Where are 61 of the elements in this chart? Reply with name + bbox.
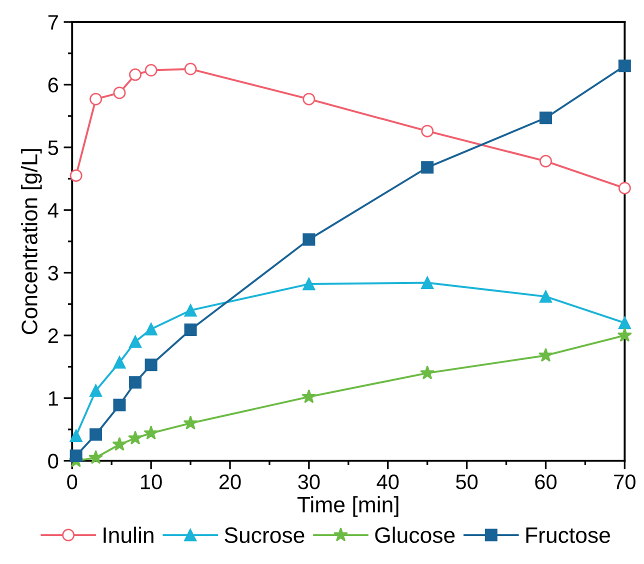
point: [112, 436, 127, 451]
point: [184, 324, 197, 336]
x-tick-label: 0: [67, 474, 78, 490]
y-tick-label: 7: [48, 15, 58, 30]
point: [144, 426, 158, 440]
point: [70, 169, 82, 182]
point: [183, 416, 198, 430]
point: [421, 276, 434, 290]
point: [420, 365, 435, 380]
point: [618, 316, 631, 330]
point: [539, 112, 552, 124]
point: [421, 161, 434, 174]
y-axis-title: Concentration [g/L]: [21, 149, 42, 334]
y-tick-label: 2: [48, 328, 58, 343]
x-tick-label: 30: [298, 474, 320, 490]
point: [129, 68, 142, 81]
point: [302, 389, 316, 404]
x-tick-label: 40: [376, 474, 399, 490]
point: [144, 322, 158, 336]
legend-label: Inulin: [104, 526, 154, 544]
x-tick-label: 20: [219, 474, 241, 490]
point: [618, 182, 631, 194]
point: [539, 290, 552, 303]
point: [113, 356, 126, 369]
y-tick-label: 1: [48, 391, 58, 406]
y-tick-label: 3: [48, 266, 58, 280]
point: [129, 335, 142, 348]
x-axis-title: Time [min]: [297, 496, 398, 517]
point: [144, 64, 158, 77]
point: [538, 348, 554, 362]
y-tick-label: 0: [48, 454, 58, 469]
point: [144, 358, 158, 372]
x-tick-label: 70: [614, 474, 636, 490]
point: [184, 304, 197, 317]
x-tick-label: 50: [456, 474, 478, 490]
point: [90, 92, 102, 106]
point: [90, 428, 102, 441]
point: [618, 60, 631, 72]
point: [113, 398, 126, 412]
point: [70, 450, 82, 462]
legend-label: Glucose: [375, 526, 455, 544]
point: [70, 429, 82, 442]
point: [302, 278, 316, 290]
x-tick-label: 10: [141, 474, 162, 490]
point: [184, 62, 197, 76]
y-tick-label: 4: [48, 203, 58, 218]
legend-label: Fructose: [526, 528, 610, 544]
point: [128, 430, 143, 445]
point: [88, 450, 104, 464]
point: [539, 154, 552, 168]
point: [617, 328, 632, 342]
legend-label: Sucrose: [224, 527, 304, 544]
y-tick-label: 6: [48, 78, 58, 92]
point: [302, 92, 316, 106]
point: [113, 86, 126, 100]
point: [302, 233, 316, 246]
y-tick-label: 5: [48, 140, 58, 156]
point: [90, 384, 102, 397]
x-tick-label: 60: [535, 474, 557, 490]
point: [129, 376, 142, 389]
point: [421, 124, 434, 138]
